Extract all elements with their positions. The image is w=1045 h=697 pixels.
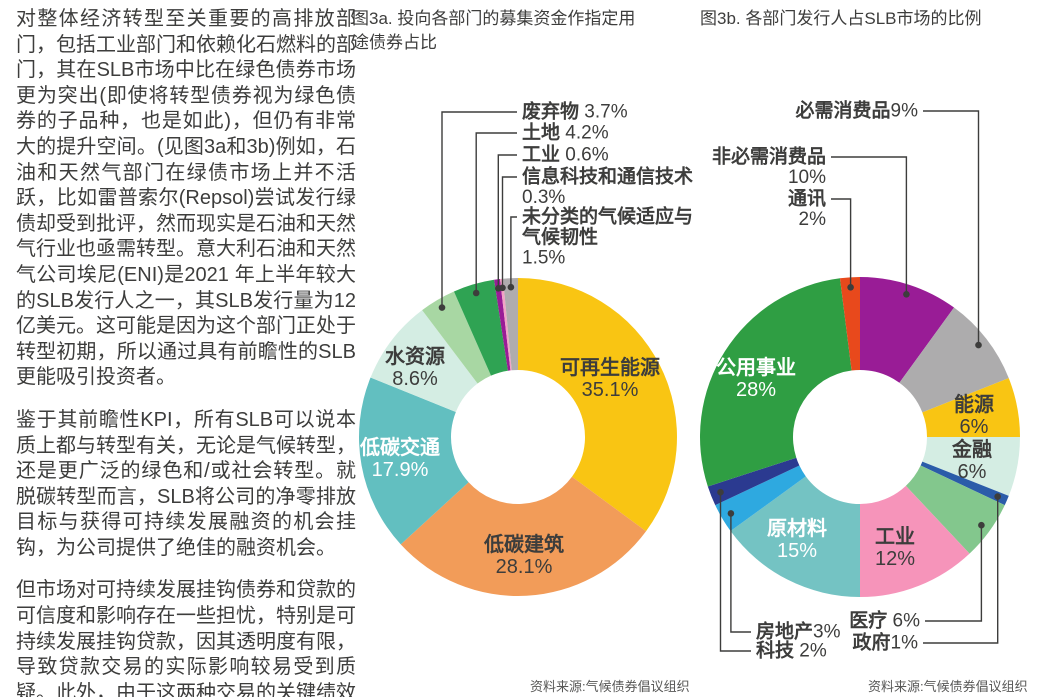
fig3a-leader-dot-waste [438,304,446,311]
fig3b-callout-label-consumer-discretionary: 非必需消费品 10% [712,145,826,189]
fig3b-leader-dot-consumer-discretionary [903,291,910,298]
fig3a-callout-label-ict: 信息科技和通信技术 0.3% [522,165,693,209]
fig3a-segment-industry [494,279,511,371]
fig3a-segment-waste [422,291,492,384]
fig3b-segment-utilities [699,278,852,487]
fig3b-segment-financials [922,437,1020,496]
fig3a-donut: 可再生能源 35.1% 低碳建筑 28.1% 低碳交通 17.9% 水资源 8.6% 废弃物 3… [359,100,693,596]
figure-3a-source: 资料来源:气候债券倡议组织 [530,679,690,694]
fig3b-leader-line-consumer-staples [923,110,980,346]
fig3b-inside-label-energy: 能源 6% [954,392,994,438]
fig3b-segment-telecoms [839,277,860,371]
figure-3a-title: 图3a. 投向各部门的募集资金作指定用途债券占比 [352,9,636,52]
fig3a-leader-dot-ict [499,284,506,292]
fig3b-segment-real-estate [715,465,806,532]
fig3b-leader-line-technology [719,492,751,652]
fig3b-segment-consumer-discretionary [860,277,955,383]
fig3b-leader-line-real-estate [730,513,751,633]
fig3b-inside-label-utilities: 公用事业 28% [716,355,796,401]
fig3b-segment-energy [922,378,1020,437]
fig3a-callout-label-land: 土地 4.2% [522,121,609,144]
fig3a-leader-line-industry [497,154,517,289]
fig3a-leader-line-ict [501,176,517,288]
fig3a-inside-label-water: 水资源 8.6% [385,344,445,390]
fig3a-segment-ict [500,278,512,371]
fig3b-callout-label-healthcare: 医疗 6% [849,609,920,632]
fig3a-segment-unallocated-adaptation-resilience [503,278,518,371]
fig3a-leader-line-unallocated-adaptation-resilience [510,216,517,288]
fig3b-segment-materials [730,476,860,597]
fig3a-segment-water [370,310,478,412]
fig3b-leader-dot-healthcare [978,521,985,529]
fig3b-leader-dot-telecoms [847,284,854,291]
figure-3b-title: 图3b. 各部门发行人占SLB市场的比例 [700,9,982,28]
fig3a-callout-label-industry: 工业 0.6% [522,144,609,166]
fig3b-callout-label-consumer-staples: 必需消费品9% [795,99,919,122]
fig3b-inside-label-financials: 金融 6% [951,437,992,483]
fig3a-segment-land [453,279,508,376]
fig3b-callout-label-technology: 科技 2% [756,639,827,662]
fig3b-leader-line-healthcare [925,525,983,622]
fig3a-segment-low-carbon-transport [359,377,469,545]
fig3a-segment-renewable-energy [518,278,677,532]
fig3b-inside-label-industry: 工业 12% [875,525,915,570]
fig3b-donut: 非必需消费品 10% 必需消费品9% 能源 6%金融 6% 政府1%医疗 6% 工业 12% 原材… [699,99,1020,662]
fig3a-callout-label-unallocated-adaptation-resilience: 未分类的气候适应与气候韧性 1.5% [521,205,693,269]
fig3a-inside-label-low-carbon-transport: 低碳交通 17.9% [359,435,440,481]
fig3a-leader-dot-unallocated-adaptation-resilience [507,283,515,291]
figure-3b-source: 资料来源:气候债券倡议组织 [868,679,1028,694]
fig3a-inside-label-renewable-energy: 可再生能源 35.1% [560,355,660,401]
fig3a-segment-low-carbon-buildings [400,476,647,596]
fig3a-callout-label-waste: 废弃物 3.7% [522,100,628,123]
fig3b-leader-dot-real-estate [727,510,735,517]
body-paragraph-3: 但市场对可持续发展挂钩债券和贷款的可信度和影响存在一些担忧，特别是可持续发展挂钩… [16,579,356,697]
fig3b-segment-healthcare [905,465,1005,554]
fig3b-callout-label-telecoms: 通讯 2% [788,188,826,231]
fig3a-inside-label-low-carbon-buildings: 低碳建筑 28.1% [483,532,564,578]
fig3b-leader-line-government [923,496,999,644]
fig3b-leader-dot-technology [717,488,724,496]
fig3b-callout-label-real-estate: 房地产3% [756,620,841,643]
fig3a-leader-dot-land [472,289,480,297]
fig3b-inside-label-materials: 原材料 15% [767,517,827,562]
body-paragraph-2: 鉴于其前瞻性KPI，所有SLB可以说本质上都与转型有关，无论是气候转型，还是更广… [16,408,356,559]
fig3b-leader-dot-government [994,493,1001,500]
fig3b-leader-line-telecoms [831,198,852,288]
fig3b-segment-government [920,461,1009,506]
fig3b-callout-label-government: 政府1% [853,631,919,654]
fig3b-segment-technology [707,457,800,506]
body-paragraph-1: 对整体经济转型至关重要的高排放部门，包括工业部门和依赖化石燃料的部门，其在SLB… [16,8,356,389]
fig3b-leader-line-consumer-discretionary [831,156,908,295]
fig3a-leader-line-waste [441,111,517,308]
fig3b-segment-industry [860,485,970,597]
body-text-column: 对整体经济转型至关重要的高排放部门，包括工业部门和依赖化石燃料的部门，其在SLB… [16,7,356,697]
fig3b-segment-consumer-staples [899,307,1009,413]
fig3a-leader-line-land [475,132,517,293]
fig3b-leader-dot-consumer-staples [975,341,982,349]
